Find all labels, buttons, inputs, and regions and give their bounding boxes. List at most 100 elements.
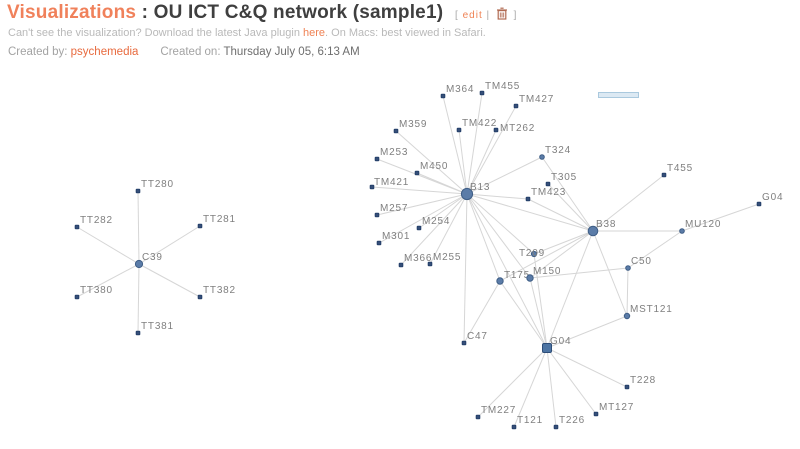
node-T228[interactable]: T228	[624, 375, 656, 390]
node-shape-M366[interactable]	[398, 262, 404, 268]
node-MU120[interactable]: MU120	[679, 219, 722, 234]
node-shape-TM227[interactable]	[475, 414, 481, 420]
node-MST121[interactable]: MST121	[623, 304, 672, 320]
node-shape-M301[interactable]	[376, 240, 382, 246]
edge-G04-T175	[499, 280, 548, 349]
edge-G04-MT127	[546, 347, 597, 415]
node-shape-G04[interactable]	[542, 343, 552, 353]
node-TM421[interactable]: TM421	[369, 177, 409, 190]
node-shape-M450[interactable]	[414, 170, 420, 176]
node-shape-M359[interactable]	[393, 128, 399, 134]
node-G04[interactable]: G04	[542, 336, 572, 353]
node-shape-C47[interactable]	[461, 340, 467, 346]
node-B13[interactable]: B13	[460, 182, 490, 201]
node-TT381[interactable]: TT381	[135, 321, 174, 336]
creation-meta: Created by: psychemedia Created on: Thurs…	[8, 46, 360, 58]
node-shape-TM427[interactable]	[513, 103, 519, 109]
delete-trash-icon[interactable]	[496, 7, 508, 23]
node-T121[interactable]: T121	[511, 415, 543, 430]
node-shape-TT382[interactable]	[197, 294, 203, 300]
node-TT382[interactable]: TT382	[197, 285, 236, 300]
node-shape-T455[interactable]	[661, 172, 667, 178]
node-shape-C50[interactable]	[625, 265, 631, 271]
edit-bracket-open: [	[455, 10, 459, 21]
node-TM422[interactable]: TM422	[456, 118, 497, 133]
node-shape-TT282[interactable]	[74, 224, 80, 230]
node-shape-M253[interactable]	[374, 156, 380, 162]
node-shape-C39[interactable]	[134, 259, 144, 269]
node-TT280[interactable]: TT280	[135, 179, 174, 194]
node-shape-M255[interactable]	[427, 261, 433, 267]
node-shape-M364[interactable]	[440, 93, 446, 99]
node-T226[interactable]: T226	[553, 415, 585, 430]
node-TM455[interactable]: TM455	[479, 81, 520, 96]
node-shape-T226[interactable]	[553, 424, 559, 430]
node-M359[interactable]: M359	[393, 119, 427, 134]
node-B38[interactable]: B38	[587, 219, 616, 237]
node-shape-TM455[interactable]	[479, 90, 485, 96]
node-shape-B13[interactable]	[460, 187, 474, 201]
node-G04b[interactable]: G04	[756, 192, 783, 207]
node-MT127[interactable]: MT127	[593, 402, 634, 417]
node-TT282[interactable]: TT282	[74, 215, 113, 230]
node-label-M253: M253	[380, 147, 408, 158]
node-label-G04: G04	[550, 336, 571, 347]
node-shape-TM423[interactable]	[525, 196, 531, 202]
node-T455[interactable]: T455	[661, 163, 693, 178]
node-TM423[interactable]: TM423	[525, 187, 566, 202]
node-C39[interactable]: C39	[134, 252, 163, 269]
node-shape-MU120[interactable]	[679, 228, 685, 234]
node-shape-M254[interactable]	[416, 225, 422, 231]
node-M450[interactable]: M450	[414, 161, 448, 176]
node-shape-TM421[interactable]	[369, 184, 375, 190]
node-shape-T121[interactable]	[511, 424, 517, 430]
node-shape-T324[interactable]	[539, 154, 545, 160]
node-M150[interactable]: M150	[526, 266, 561, 282]
node-T305[interactable]: T305	[545, 172, 577, 187]
author-link[interactable]: psychemedia	[70, 46, 139, 58]
node-shape-TT281[interactable]	[197, 223, 203, 229]
node-M254[interactable]: M254	[416, 216, 450, 231]
node-shape-M150[interactable]	[526, 274, 534, 282]
node-M301[interactable]: M301	[376, 231, 410, 246]
node-TT281[interactable]: TT281	[197, 214, 236, 229]
node-T175[interactable]: T175	[496, 270, 530, 285]
node-shape-TM422[interactable]	[456, 127, 462, 133]
page-title-text: : OU ICT C&Q network (sample1)	[136, 2, 444, 23]
node-M366[interactable]: M366	[398, 253, 432, 268]
node-M253[interactable]: M253	[374, 147, 408, 162]
node-MT262[interactable]: MT262	[493, 123, 535, 134]
node-shape-T228[interactable]	[624, 384, 630, 390]
node-label-T226: T226	[559, 415, 585, 426]
node-C50[interactable]: C50	[625, 256, 652, 271]
edit-link[interactable]: edit	[462, 10, 483, 21]
node-shape-T175[interactable]	[496, 277, 504, 285]
node-M255[interactable]: M255	[427, 252, 461, 267]
edge-B38-T455	[592, 174, 665, 232]
node-shape-TT381[interactable]	[135, 330, 141, 336]
node-C47[interactable]: C47	[461, 331, 488, 346]
java-plugin-notice: Can't see the visualization? Download th…	[8, 27, 486, 39]
node-TT380[interactable]: TT380	[74, 285, 113, 300]
node-shape-T305[interactable]	[545, 181, 551, 187]
node-shape-TT280[interactable]	[135, 188, 141, 194]
node-shape-T209[interactable]	[530, 250, 538, 258]
node-shape-G04b[interactable]	[756, 201, 762, 207]
node-shape-MST121[interactable]	[623, 312, 631, 320]
node-label-C39: C39	[142, 252, 163, 263]
node-M364[interactable]: M364	[440, 84, 474, 99]
created-by-label: Created by:	[8, 46, 71, 58]
node-M257[interactable]: M257	[374, 203, 408, 218]
node-shape-MT127[interactable]	[593, 411, 599, 417]
node-shape-MT262[interactable]	[493, 127, 499, 133]
node-shape-M257[interactable]	[374, 212, 380, 218]
node-T209[interactable]: T209	[519, 248, 545, 259]
node-TM227[interactable]: TM227	[475, 405, 516, 420]
node-shape-TT380[interactable]	[74, 294, 80, 300]
node-label-M359: M359	[399, 119, 427, 130]
zoom-slider[interactable]	[598, 92, 639, 98]
here-link[interactable]: here	[303, 27, 326, 39]
node-T324[interactable]: T324	[539, 145, 571, 160]
node-shape-B38[interactable]	[587, 225, 599, 237]
node-TM427[interactable]: TM427	[513, 94, 554, 109]
